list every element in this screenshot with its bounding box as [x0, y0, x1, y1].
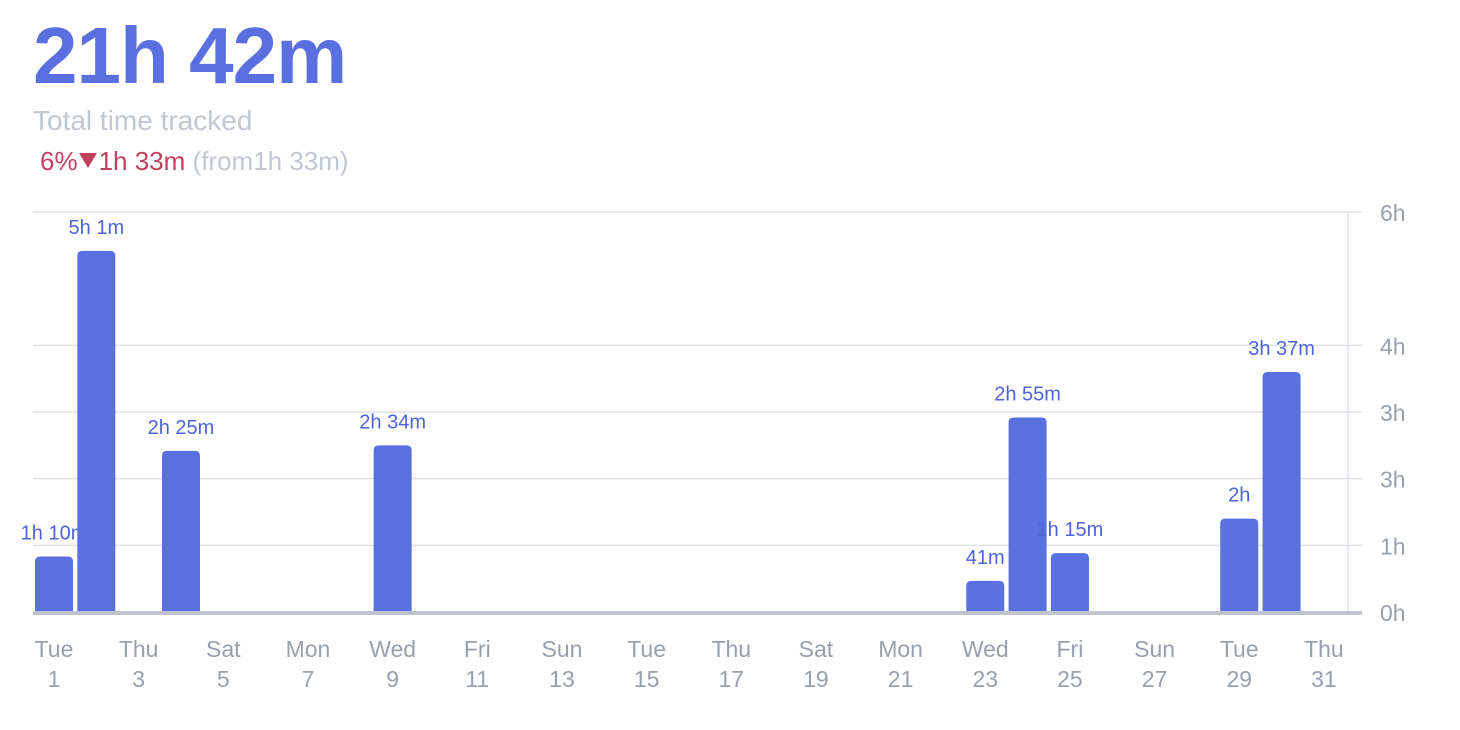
- x-tick-weekday: Thu: [711, 636, 751, 662]
- x-tick-date: 31: [1311, 666, 1337, 692]
- bar-value-label: 2h: [1228, 485, 1250, 507]
- y-tick-label: 0h: [1380, 600, 1406, 626]
- x-tick-weekday: Sun: [541, 636, 582, 662]
- x-tick-date: 5: [217, 666, 230, 692]
- bar: [1262, 372, 1301, 612]
- bar: [966, 580, 1005, 612]
- bar: [1008, 417, 1047, 612]
- x-tick-date: 7: [302, 666, 315, 692]
- change-percent: 6%: [40, 146, 78, 176]
- bar: [77, 250, 116, 612]
- x-tick-weekday: Thu: [1304, 636, 1344, 662]
- y-tick-label: 3h: [1380, 400, 1406, 426]
- summary-panel: 21h 42m Total time tracked 6% 1h 33m (fro…: [33, 11, 349, 177]
- x-tick-weekday: Mon: [878, 636, 923, 662]
- y-tick-label: 3h: [1380, 467, 1406, 493]
- x-tick-weekday: Wed: [369, 636, 416, 662]
- bar: [35, 556, 73, 612]
- total-time-label: Total time tracked: [33, 105, 253, 136]
- bar: [1050, 553, 1089, 612]
- bar-value-label: 1h 10m: [21, 522, 88, 544]
- x-tick-date: 15: [634, 666, 660, 692]
- x-tick-date: 9: [386, 666, 399, 692]
- change-previous: (from1h 33m): [192, 146, 349, 176]
- x-tick-date: 3: [132, 666, 145, 692]
- x-tick-date: 27: [1142, 666, 1168, 692]
- change-value: 1h 33m: [98, 146, 186, 176]
- x-tick-date: 17: [718, 666, 744, 692]
- x-tick-weekday: Fri: [464, 636, 491, 662]
- change-indicator: 6% 1h 33m (from1h 33m): [40, 146, 349, 176]
- x-tick-date: 29: [1226, 666, 1252, 692]
- x-tick-date: 21: [888, 666, 914, 692]
- down-arrow-icon: [78, 153, 97, 168]
- bar-value-label: 2h 25m: [148, 417, 215, 439]
- bar-value-label: 3h 37m: [1248, 338, 1315, 360]
- x-tick-weekday: Sun: [1134, 636, 1175, 662]
- x-tick-date: 19: [803, 666, 829, 692]
- bar-value-label: 1h 15m: [1037, 519, 1104, 541]
- x-tick-date: 23: [972, 666, 998, 692]
- x-tick-weekday: Tue: [627, 636, 666, 662]
- x-tick-date: 25: [1057, 666, 1083, 692]
- bar-value-label: 41m: [966, 547, 1005, 569]
- bar-value-label: 5h 1m: [69, 217, 125, 239]
- bar: [1220, 518, 1259, 612]
- bar-value-label: 2h 55m: [994, 384, 1061, 406]
- x-tick-weekday: Thu: [119, 636, 159, 662]
- x-tick-weekday: Sat: [206, 636, 241, 662]
- x-tick-date: 11: [465, 666, 489, 692]
- x-tick-date: 1: [48, 666, 61, 692]
- y-tick-label: 6h: [1380, 200, 1406, 226]
- y-tick-label: 1h: [1380, 533, 1406, 559]
- x-tick-weekday: Fri: [1057, 636, 1084, 662]
- bar: [161, 450, 200, 612]
- bar-value-label: 2h 34m: [359, 411, 426, 433]
- x-tick-weekday: Wed: [962, 636, 1009, 662]
- x-tick-weekday: Sat: [799, 636, 834, 662]
- total-time: 21h 42m: [33, 11, 347, 100]
- x-tick-weekday: Tue: [35, 636, 74, 662]
- bar: [373, 445, 412, 612]
- x-tick-weekday: Mon: [286, 636, 331, 662]
- y-tick-label: 4h: [1380, 333, 1406, 359]
- x-tick-date: 13: [549, 666, 575, 692]
- x-tick-weekday: Tue: [1220, 636, 1259, 662]
